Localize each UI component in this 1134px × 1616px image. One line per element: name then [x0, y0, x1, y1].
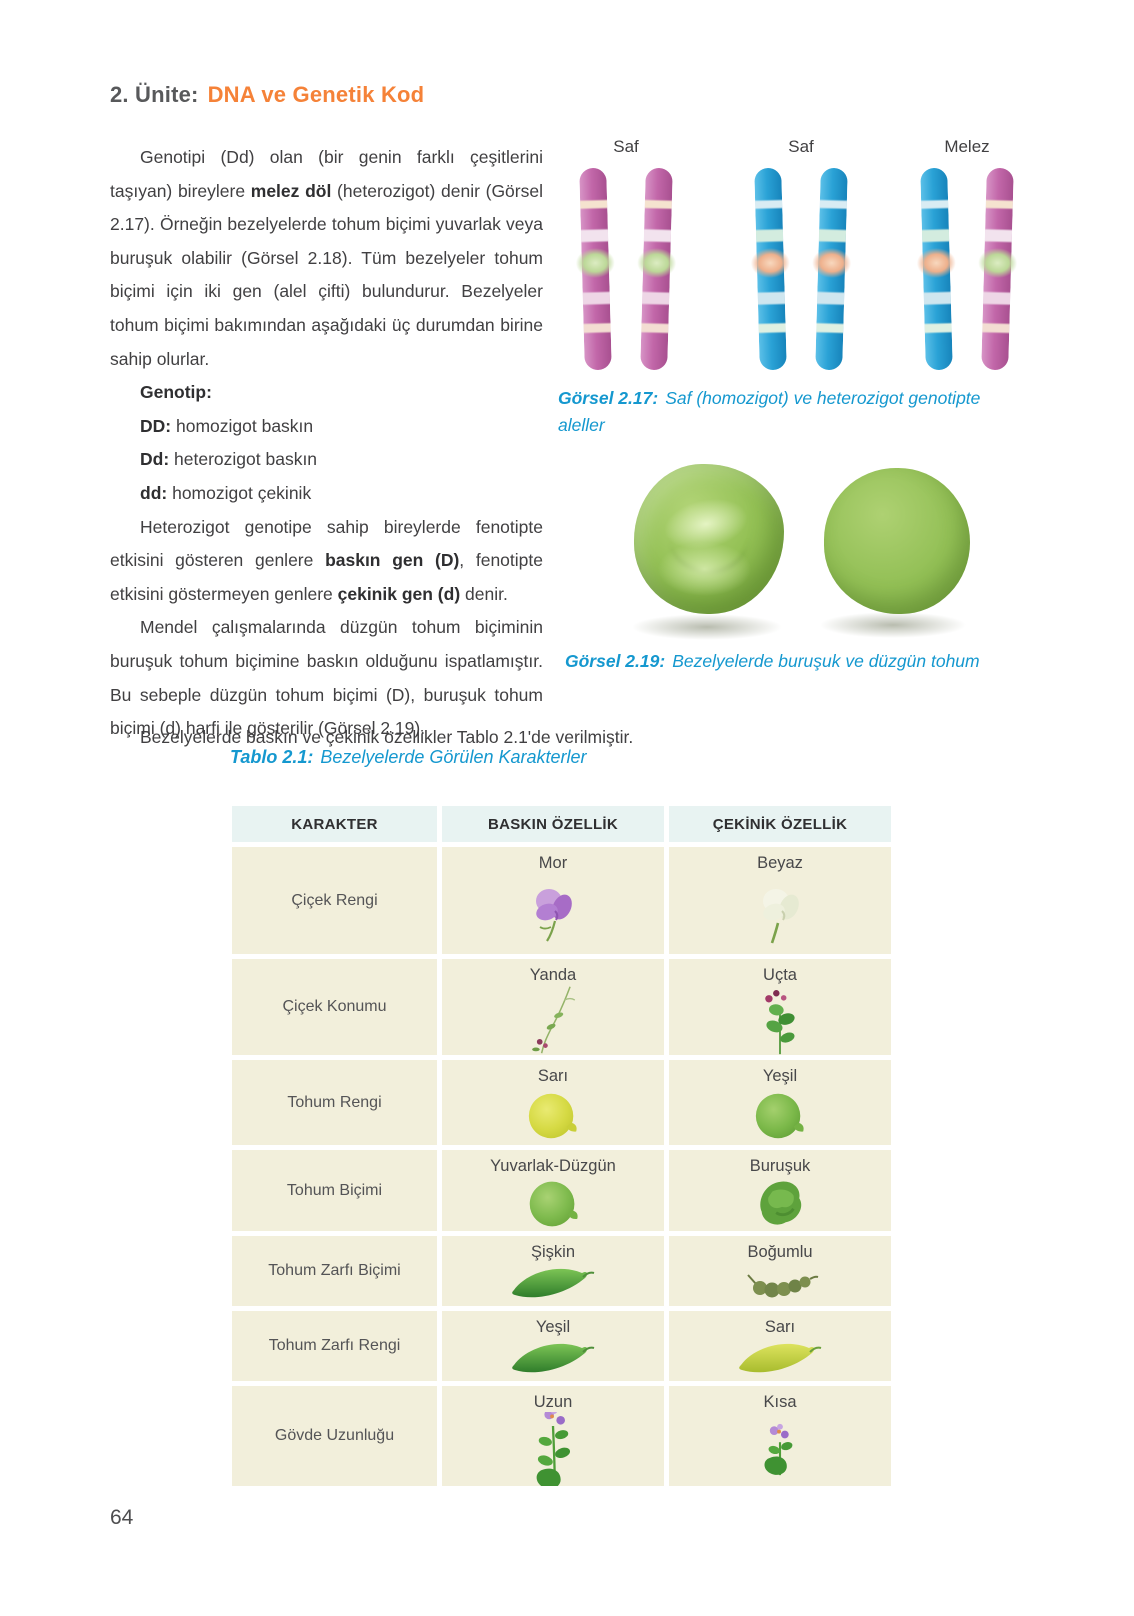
- smooth-pea-image: [824, 468, 970, 614]
- chromosome-pair-saf-pink: Saf: [575, 136, 677, 372]
- tip-flower-sprig-image: [754, 985, 806, 1055]
- pea-shadow: [820, 612, 966, 638]
- caption-text: Saf (homozigot) ve heterozigot genotipte…: [558, 388, 981, 435]
- wrinkled-seed-image: [752, 1176, 808, 1231]
- centromere-icon: [636, 247, 677, 279]
- caption-text: Bezelyelerde buruşuk ve düzgün tohum: [672, 651, 980, 671]
- caption-label: Tablo 2.1:: [230, 747, 314, 767]
- header-karakter: KARAKTER: [232, 806, 437, 842]
- pair-label: Saf: [788, 137, 814, 156]
- yellow-seed-image: [524, 1086, 582, 1145]
- cell-govde-uzunlugu-cekinik: Kısa: [669, 1386, 891, 1486]
- blue-chromosome-image: [811, 167, 852, 371]
- row-cicek-konumu-label: Çiçek Konumu: [232, 959, 437, 1055]
- pair-label: Melez: [944, 137, 990, 156]
- cell-tohum-bicimi-baskin: Yuvarlak-Düzgün: [442, 1150, 664, 1231]
- centromere-icon: [916, 247, 957, 279]
- pink-chromosome-image: [977, 167, 1018, 371]
- cell-cicek-rengi-cekinik: Beyaz: [669, 847, 891, 954]
- cell-cicek-rengi-baskin: Mor: [442, 847, 664, 954]
- unit-number-label: 2. Ünite:: [110, 82, 199, 107]
- row-govde-uzunlugu-label: Gövde Uzunluğu: [232, 1386, 437, 1486]
- pink-chromosome-image: [575, 167, 616, 371]
- page-number: 64: [110, 1506, 134, 1529]
- term-melez-dol: melez döl: [250, 180, 332, 201]
- term-cekinik-gen: çekinik gen (d): [337, 583, 461, 604]
- row-tohum-zarfi-bicimi-label: Tohum Zarfı Biçimi: [232, 1236, 437, 1306]
- inflated-pod-image: [507, 1262, 599, 1306]
- centromere-icon: [575, 247, 616, 279]
- pair-label: Saf: [613, 137, 639, 156]
- short-plant-image: [752, 1412, 808, 1486]
- paragraph-mendel: Mendel çalışmalarında düzgün tohum biçim…: [110, 617, 543, 739]
- genotip-heading: Genotip:: [140, 382, 212, 403]
- cell-tohum-zarfi-rengi-baskin: Yeşil: [442, 1311, 664, 1381]
- figure-2-17-caption: Görsel 2.17: Saf (homozigot) ve heterozig…: [558, 385, 1010, 439]
- header-cekinik: ÇEKİNİK ÖZELLİK: [669, 806, 891, 842]
- round-seed-image: [524, 1176, 582, 1231]
- figure-2-17-chromosomes: Saf Saf Melez: [556, 136, 1026, 382]
- cell-tohum-rengi-baskin: Sarı: [442, 1060, 664, 1145]
- table-intro-line: Bezelyelerde baskın ve çekinik özellikle…: [140, 727, 634, 747]
- unit-header: 2. Ünite: DNA ve Genetik Kod: [110, 82, 424, 108]
- cell-tohum-zarfi-rengi-cekinik: Sarı: [669, 1311, 891, 1381]
- white-flower-image: [752, 873, 808, 954]
- yellow-pod-image: [734, 1337, 826, 1381]
- figure-2-19-pea-photo: [562, 452, 1028, 648]
- caption-text: Bezelyelerde Görülen Karakterler: [320, 747, 587, 767]
- row-cicek-rengi-label: Çiçek Rengi: [232, 847, 437, 954]
- row-tohum-rengi-label: Tohum Rengi: [232, 1060, 437, 1145]
- pink-chromosome-image: [636, 167, 677, 371]
- caption-label: Görsel 2.17:: [558, 388, 659, 408]
- blue-chromosome-image: [916, 167, 957, 371]
- table-2-1-caption: Tablo 2.1: Bezelyelerde Görülen Karakterl…: [230, 747, 587, 768]
- wrinkled-pea-image: [634, 464, 784, 614]
- figure-2-19-caption: Görsel 2.19: Bezelyelerde buruşuk ve düzg…: [565, 648, 1025, 675]
- blue-chromosome-image: [750, 167, 791, 371]
- cell-tohum-zarfi-bicimi-cekinik: Boğumlu: [669, 1236, 891, 1306]
- paragraph-intro: Genotipi (Dd) olan (bir genin farklı çeş…: [110, 147, 543, 369]
- centromere-icon: [811, 247, 852, 279]
- centromere-icon: [977, 247, 1018, 279]
- caption-label: Görsel 2.19:: [565, 651, 666, 671]
- cell-govde-uzunlugu-baskin: Uzun: [442, 1386, 664, 1486]
- green-seed-image: [751, 1086, 809, 1145]
- pea-shadow: [632, 614, 782, 640]
- chromosome-pair-saf-blue: Saf: [750, 136, 852, 372]
- green-pod-image: [507, 1337, 599, 1381]
- paragraph-dominance: Heterozigot genotipe sahip bireylerde fe…: [110, 516, 543, 604]
- unit-title: DNA ve Genetik Kod: [207, 82, 425, 107]
- tall-plant-image: [521, 1412, 585, 1486]
- cell-cicek-konumu-cekinik: Uçta: [669, 959, 891, 1055]
- genotype-line-dd-hetero: Dd: heterozigot baskın: [140, 449, 318, 470]
- body-text-column: Genotipi (Dd) olan (bir genin farklı çeş…: [110, 141, 543, 746]
- genotype-line-dd-dominant: DD: homozigot baskın: [140, 415, 314, 436]
- cell-tohum-bicimi-cekinik: Buruşuk: [669, 1150, 891, 1231]
- chromosome-pair-melez: Melez: [916, 136, 1018, 372]
- purple-flower-image: [525, 873, 581, 954]
- genotype-line-dd-recessive: dd: homozigot çekinik: [140, 482, 312, 503]
- term-baskin-gen: baskın gen (D): [325, 550, 460, 571]
- characters-table: KARAKTER BASKIN ÖZELLİK ÇEKİNİK ÖZELLİK …: [232, 806, 891, 1486]
- side-flower-sprig-image: [521, 985, 585, 1055]
- cell-cicek-konumu-baskin: Yanda: [442, 959, 664, 1055]
- row-tohum-zarfi-rengi-label: Tohum Zarfı Rengi: [232, 1311, 437, 1381]
- cell-tohum-rengi-cekinik: Yeşil: [669, 1060, 891, 1145]
- constricted-pod-image: [734, 1262, 826, 1306]
- cell-tohum-zarfi-bicimi-baskin: Şişkin: [442, 1236, 664, 1306]
- header-baskin: BASKIN ÖZELLİK: [442, 806, 664, 842]
- row-tohum-bicimi-label: Tohum Biçimi: [232, 1150, 437, 1231]
- centromere-icon: [750, 247, 791, 279]
